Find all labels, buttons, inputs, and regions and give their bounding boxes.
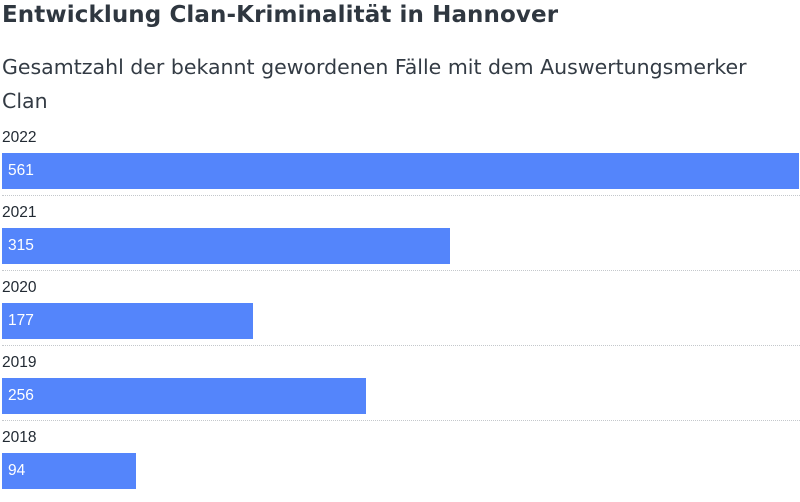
bar-value-label: 315 [8, 237, 34, 254]
category-label: 2021 [2, 204, 37, 221]
bar-row-2018: 2018 94 [0, 422, 800, 497]
row-divider [2, 270, 800, 271]
bar-2019: 256 [2, 378, 366, 414]
bar-2021: 315 [2, 228, 450, 264]
bar-row-2022: 2022 561 [0, 122, 800, 197]
bar-2022: 561 [2, 153, 799, 189]
row-divider [2, 345, 800, 346]
bar-value-label: 177 [8, 312, 34, 329]
bar-row-2021: 2021 315 [0, 197, 800, 272]
bar-value-label: 561 [8, 162, 34, 179]
bar-chart: 2022 561 2021 315 2020 177 2019 256 2018 94 [0, 122, 800, 497]
category-label: 2018 [2, 429, 37, 446]
bar-2020: 177 [2, 303, 254, 339]
category-label: 2022 [2, 129, 37, 146]
bar-row-2019: 2019 256 [0, 347, 800, 422]
row-divider [2, 420, 800, 421]
bar-2018: 94 [2, 453, 136, 489]
bar-row-2020: 2020 177 [0, 272, 800, 347]
category-label: 2020 [2, 279, 37, 296]
bar-value-label: 94 [8, 462, 26, 479]
chart-subtitle: Gesamtzahl der bekannt gewordenen Fälle … [2, 55, 747, 113]
bar-value-label: 256 [8, 387, 34, 404]
chart-title: Entwicklung Clan-Kriminalität in Hannove… [2, 2, 559, 28]
row-divider [2, 195, 800, 196]
category-label: 2019 [2, 354, 37, 371]
